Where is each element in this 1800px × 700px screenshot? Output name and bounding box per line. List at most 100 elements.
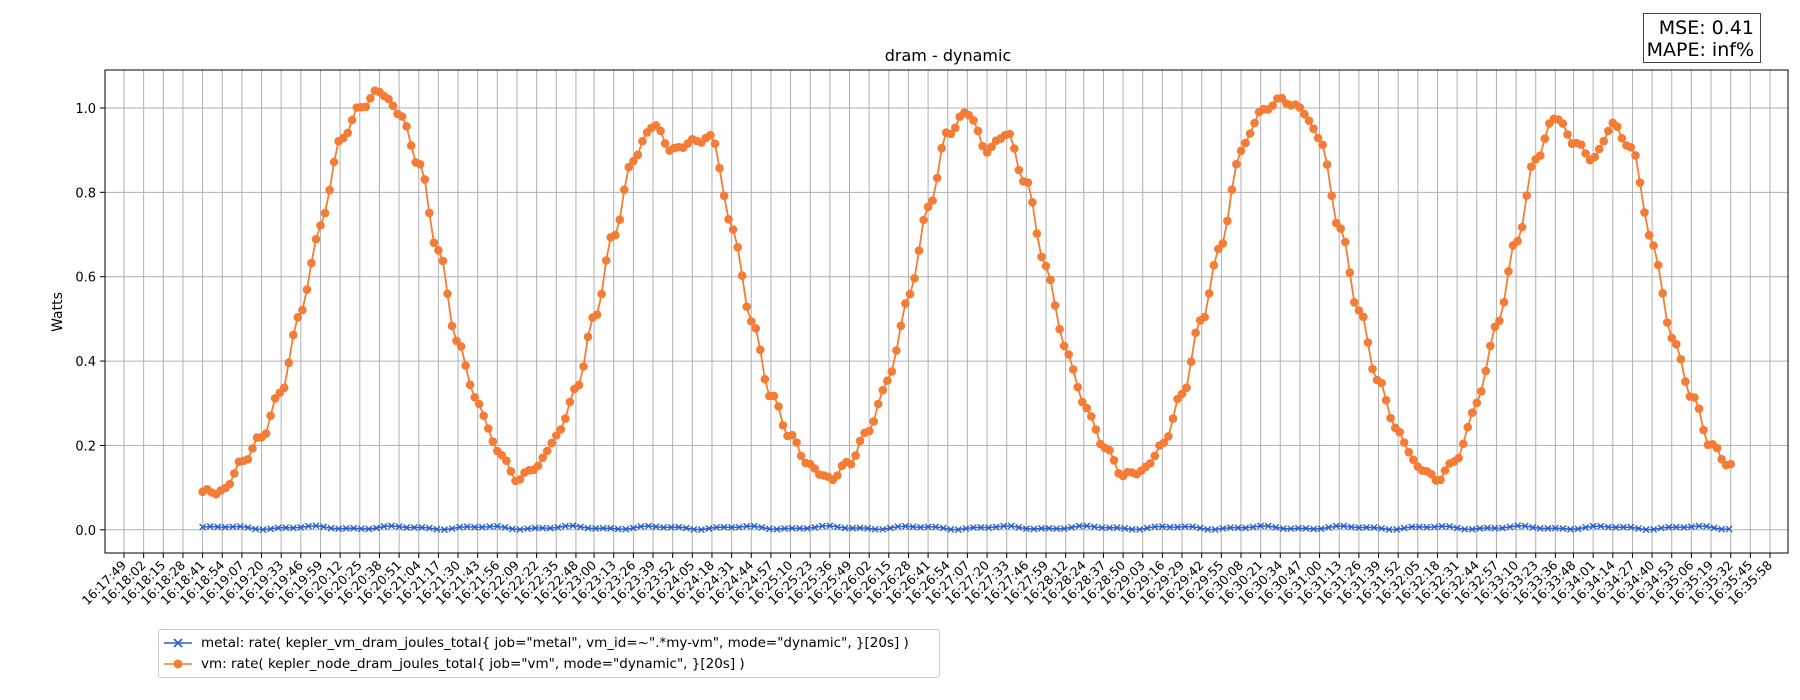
metal-data-point <box>1355 524 1363 532</box>
vm-data-point <box>266 411 275 421</box>
x-marker-icon <box>164 638 192 648</box>
vm-data-point <box>1232 159 1241 169</box>
metal-data-point <box>682 524 690 532</box>
metal-data-point <box>1597 522 1605 530</box>
metal-data-point <box>599 524 607 532</box>
vm-data-point <box>1467 408 1477 418</box>
vm-data-point <box>796 451 806 461</box>
metal-data-point <box>1279 525 1287 533</box>
vm-data-point <box>225 479 235 489</box>
vm-data-point <box>778 421 788 430</box>
vm-data-point <box>502 456 511 466</box>
vm-data-point <box>343 128 353 138</box>
vm-data-point <box>298 305 307 315</box>
metal-data-point <box>1400 524 1408 532</box>
metal-data-point <box>743 522 751 530</box>
vm-data-point <box>1236 146 1246 156</box>
vm-data-point <box>325 185 334 195</box>
metal-data-point <box>1234 524 1242 532</box>
vm-data-point <box>624 162 634 172</box>
vm-data-point <box>1477 387 1486 396</box>
vm-data-point <box>1604 126 1613 136</box>
metal-data-point <box>1007 522 1015 530</box>
metal-data-point <box>1408 523 1416 531</box>
vm-data-point <box>447 321 457 331</box>
vm-data-point <box>1014 165 1024 175</box>
metal-data-point <box>516 525 524 533</box>
vm-data-point <box>1717 454 1726 464</box>
vm-data-point <box>1164 432 1173 441</box>
metal-data-point <box>901 522 909 530</box>
vm-data-point <box>1440 466 1450 475</box>
vm-data-point <box>919 215 928 225</box>
vm-data-point <box>1159 438 1169 448</box>
metal-data-point <box>546 524 554 532</box>
vm-data-point <box>1250 118 1259 128</box>
metal-data-point <box>1627 523 1635 531</box>
mse-text: MSE: 0.41 <box>1658 17 1754 39</box>
vm-data-point <box>316 221 325 230</box>
vm-data-point <box>1227 185 1237 194</box>
vm-data-point <box>719 191 729 201</box>
metal-data-point <box>214 523 222 531</box>
metal-data-point <box>644 522 652 530</box>
metal-data-point <box>357 525 365 533</box>
vm-data-point <box>1010 144 1019 153</box>
vm-data-point <box>484 424 493 433</box>
y-tick-label: 0.0 <box>75 524 96 539</box>
vm-data-point <box>1613 122 1622 131</box>
vm-data-point <box>1295 103 1305 112</box>
vm-data-point <box>1028 198 1037 207</box>
metal-data-point <box>1113 524 1121 532</box>
vm-data-point <box>1399 438 1409 447</box>
metal-data-point <box>803 524 811 532</box>
vm-data-point <box>1350 298 1359 307</box>
metal-data-point <box>297 523 305 531</box>
metal-data-point <box>493 522 501 530</box>
metal-data-point <box>289 524 297 532</box>
metal-data-point <box>1226 524 1234 532</box>
vm-data-point <box>1055 324 1064 334</box>
metal-data-point <box>1083 522 1091 530</box>
vm-data-point <box>279 383 289 393</box>
metal-data-point <box>199 523 207 531</box>
metal-data-point <box>818 522 826 530</box>
metal-data-point <box>728 523 736 531</box>
vm-data-point <box>579 362 588 371</box>
vm-data-point <box>1200 312 1209 322</box>
vm-data-point <box>1209 261 1219 270</box>
vm-data-point <box>307 258 316 268</box>
vm-data-point <box>1313 133 1323 143</box>
vm-data-point <box>1454 453 1463 463</box>
vm-data-point <box>1463 422 1472 432</box>
vm-data-point <box>1436 475 1445 485</box>
metal-data-point <box>1612 523 1620 531</box>
metal-data-point <box>750 522 758 530</box>
vm-data-point <box>1712 443 1722 453</box>
vm-data-point <box>892 346 901 355</box>
metal-data-point <box>667 523 675 531</box>
vm-data-point <box>311 234 321 244</box>
metal-data-point <box>1703 522 1711 530</box>
metal-data-point <box>1680 523 1688 531</box>
metal-data-point <box>365 525 373 533</box>
metal-data-point <box>735 523 743 531</box>
chart-title: dram - dynamic <box>885 46 1011 65</box>
vm-data-point <box>1050 301 1060 310</box>
metal-data-point <box>1196 524 1204 532</box>
vm-data-point <box>1526 162 1536 171</box>
vm-data-point <box>542 446 552 456</box>
vm-data-point <box>552 431 561 440</box>
metal-data-point <box>1340 522 1348 530</box>
vm-data-point <box>1327 191 1336 200</box>
metal-data-point <box>1121 524 1129 532</box>
vm-data-point <box>434 246 443 255</box>
vm-data-point <box>406 141 416 150</box>
legend-label-metal: metal: rate( kepler_vm_dram_joules_total… <box>201 635 909 651</box>
vm-data-point <box>601 256 611 265</box>
metal-data-point <box>909 523 917 531</box>
metal-data-point <box>1174 523 1181 531</box>
metal-data-point <box>1438 522 1446 530</box>
vm-data-point <box>474 399 484 409</box>
